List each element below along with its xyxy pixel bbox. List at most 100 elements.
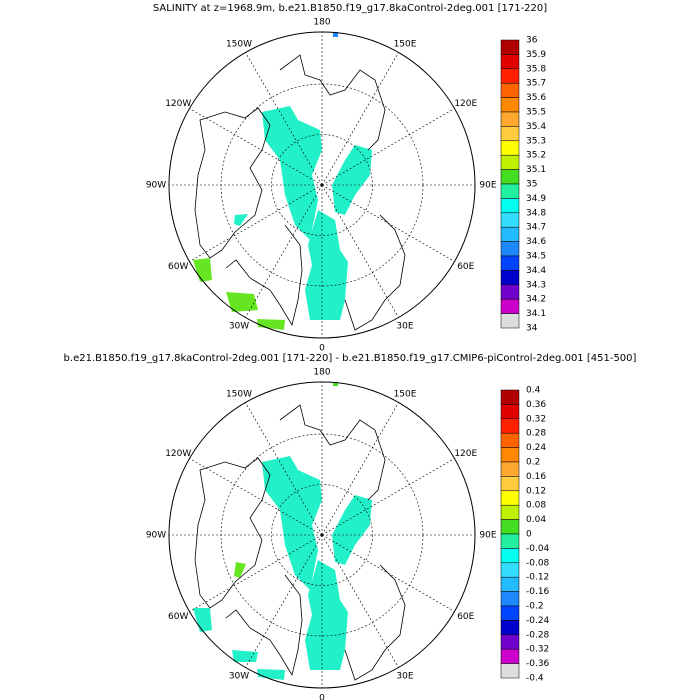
colorbar-box xyxy=(500,519,520,535)
colorbar-box xyxy=(500,476,520,492)
colorbar-box xyxy=(500,533,520,549)
colorbar-box xyxy=(500,54,520,70)
colorbar-box xyxy=(500,298,520,314)
longitude-label: 180 xyxy=(313,368,330,378)
colorbar-box xyxy=(500,126,520,142)
colorbar-label: 35.7 xyxy=(526,79,546,89)
colorbar-label: 35.4 xyxy=(526,122,546,132)
colorbar-label: 34 xyxy=(526,324,538,334)
colorbar-box xyxy=(500,270,520,286)
colorbar-label: 35.9 xyxy=(526,50,546,60)
colorbar-box xyxy=(500,548,520,564)
meridian xyxy=(321,458,455,536)
meridian xyxy=(321,108,455,186)
colorbar-box xyxy=(500,432,520,448)
colorbar-box xyxy=(500,97,520,113)
colorbar-label: 36 xyxy=(526,36,538,46)
colorbar-box xyxy=(500,634,520,650)
colorbar-box xyxy=(500,576,520,592)
colorbar-box xyxy=(500,226,520,242)
meridian xyxy=(189,534,323,612)
longitude-label: 30W xyxy=(229,322,249,332)
map-title: b.e21.B1850.f19_g17.8kaControl-2deg.001 … xyxy=(64,353,637,364)
colorbar-label: 34.9 xyxy=(526,194,546,204)
colorbar-label: -0.36 xyxy=(526,659,550,669)
colorbar-box xyxy=(500,183,520,199)
colorbar-label: 34.7 xyxy=(526,223,546,233)
longitude-label: 60E xyxy=(457,262,474,272)
colorbar-label: 35.8 xyxy=(526,64,546,74)
colorbar-label: 0.4 xyxy=(526,386,541,396)
difference-field xyxy=(193,382,372,680)
colorbar-box xyxy=(500,648,520,664)
colorbar-label: -0.4 xyxy=(526,674,544,684)
colorbar-label: 34.3 xyxy=(526,280,546,290)
meridian xyxy=(189,184,323,262)
coastline xyxy=(194,404,406,681)
longitude-label: 60E xyxy=(457,612,474,622)
colorbar-label: 35.5 xyxy=(526,108,546,118)
colorbar-label: -0.32 xyxy=(526,645,549,655)
colorbar-box xyxy=(500,154,520,170)
colorbar-label: 35.2 xyxy=(526,151,546,161)
colorbar-box xyxy=(500,284,520,300)
colorbar-label: -0.2 xyxy=(526,602,544,612)
meridian xyxy=(321,534,455,612)
colorbar-box xyxy=(500,255,520,271)
meridian xyxy=(189,108,323,186)
longitude-label: 0 xyxy=(319,694,325,700)
colorbar-label: 34.5 xyxy=(526,252,546,262)
meridian xyxy=(321,402,399,536)
longitude-label: 60W xyxy=(168,262,188,272)
longitude-label: 90E xyxy=(479,531,496,541)
colorbar-label: 35.1 xyxy=(526,165,546,175)
salinity-field xyxy=(193,32,372,330)
meridian xyxy=(245,534,323,668)
longitude-label: 30E xyxy=(396,322,413,332)
latitude-circle xyxy=(271,134,373,236)
map-panel: b.e21.B1850.f19_g17.8kaControl-2deg.001 … xyxy=(64,353,637,700)
map-title: SALINITY at z=1968.9m, b.e21.B1850.f19_g… xyxy=(153,3,547,14)
colorbar-label: -0.08 xyxy=(526,558,550,568)
meridian xyxy=(245,402,323,536)
colorbar-box xyxy=(500,82,520,98)
coastline xyxy=(194,54,406,331)
colorbar-label: -0.12 xyxy=(526,573,549,583)
colorbar-box xyxy=(500,620,520,636)
longitude-label: 150E xyxy=(394,389,417,399)
map-boundary xyxy=(168,381,476,689)
colorbar-label: 35.6 xyxy=(526,93,546,103)
colorbar-label: 34.4 xyxy=(526,266,546,276)
longitude-label: 180 xyxy=(313,18,330,28)
colorbar-box xyxy=(500,605,520,621)
colorbar-box xyxy=(500,663,520,679)
colorbar-box xyxy=(500,313,520,329)
colorbar-box xyxy=(500,169,520,185)
colorbar-box xyxy=(500,504,520,520)
colorbar-box xyxy=(500,39,520,55)
colorbar-box xyxy=(500,591,520,607)
colorbar-label: 34.6 xyxy=(526,237,546,247)
longitude-label: 120E xyxy=(454,449,477,459)
longitude-label: 120W xyxy=(165,99,191,109)
longitude-label: 30W xyxy=(229,672,249,682)
colorbar-box xyxy=(500,447,520,463)
colorbar-label: 0.2 xyxy=(526,458,540,468)
colorbar-box xyxy=(500,212,520,228)
colorbar-box xyxy=(500,562,520,578)
colorbar-box xyxy=(500,198,520,214)
colorbar-label: -0.28 xyxy=(526,630,550,640)
colorbar-label: 35 xyxy=(526,180,537,190)
colorbar-box xyxy=(500,490,520,506)
colorbar-label: 0.24 xyxy=(526,443,546,453)
meridian xyxy=(321,184,455,262)
meridian xyxy=(245,184,323,318)
meridian xyxy=(189,458,323,536)
longitude-label: 120W xyxy=(165,449,191,459)
colorbar-label: -0.04 xyxy=(526,544,550,554)
longitude-label: 0 xyxy=(319,344,325,354)
colorbar-label: 35.3 xyxy=(526,136,546,146)
colorbar-box xyxy=(500,418,520,434)
colorbar-box xyxy=(500,389,520,405)
